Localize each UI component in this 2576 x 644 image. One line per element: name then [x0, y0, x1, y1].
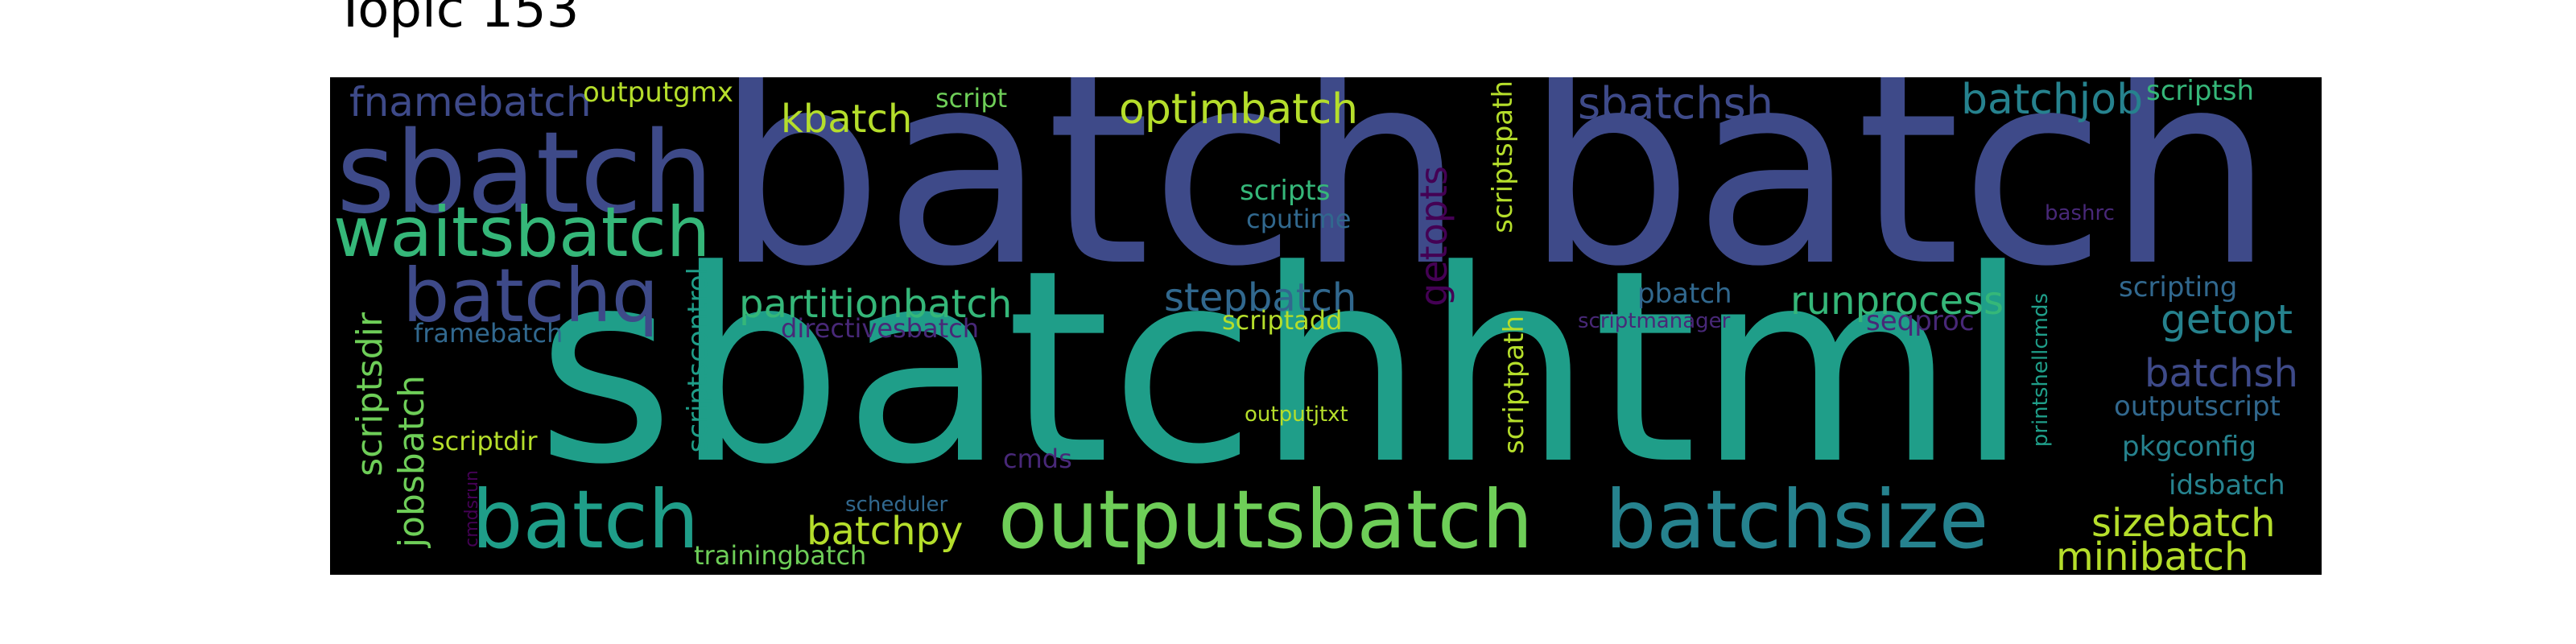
- word-cmds: cmds: [1003, 444, 1072, 474]
- word-batchq: batchq: [402, 253, 659, 339]
- word-scriptspath: scriptspath: [1487, 80, 1519, 233]
- word-cputime: cputime: [1246, 204, 1352, 234]
- word-directivesbatch: directivesbatch: [781, 313, 980, 344]
- word-printshellcmds: printshellcmds: [2029, 293, 2053, 448]
- word-outputjtxt: outputjtxt: [1245, 402, 1348, 427]
- word-scriptscontrol: scriptscontrol: [682, 267, 714, 453]
- word-outputscript: outputscript: [2114, 390, 2281, 423]
- word-batchpy: batchpy: [807, 509, 964, 554]
- word-getopt: getopt: [2161, 296, 2293, 343]
- word-stepbatch: stepbatch: [1164, 275, 1357, 320]
- word-sbatchsh: sbatchsh: [1578, 78, 1773, 129]
- word-scriptsdir: scriptsdir: [349, 312, 390, 477]
- word-bashrc: bashrc: [2045, 201, 2115, 225]
- word-batchjob: batchjob: [1961, 77, 2144, 124]
- word-idsbatch: idsbatch: [2169, 469, 2285, 502]
- word-batch-large-1: batch: [715, 77, 1465, 324]
- word-batch-large-2: batch: [1525, 77, 2275, 324]
- word-seqproc: seqproc: [1866, 305, 1975, 337]
- word-scripts: scripts: [1240, 175, 1331, 207]
- word-batchsh: batchsh: [2145, 351, 2298, 396]
- word-optimbatch: optimbatch: [1119, 85, 1359, 134]
- word-framebatch: framebatch: [414, 318, 564, 349]
- word-trainingbatch: trainingbatch: [694, 540, 867, 571]
- word-scriptadd: scriptadd: [1222, 305, 1343, 336]
- word-scriptmanager: scriptmanager: [1578, 309, 1731, 333]
- word-scriptsh: scriptsh: [2146, 77, 2255, 107]
- word-kbatch: kbatch: [781, 97, 913, 142]
- word-outputgmx: outputgmx: [583, 77, 733, 109]
- word-sbatchhtml: sbatchhtml: [536, 213, 2030, 522]
- word-scripting: scripting: [2119, 271, 2238, 303]
- topic-title: Topic 153: [335, 0, 580, 39]
- word-script: script: [935, 83, 1008, 114]
- word-scheduler: scheduler: [845, 493, 948, 517]
- word-sbatch: sbatch: [336, 108, 714, 239]
- word-fnamebatch: fnamebatch: [349, 79, 592, 126]
- word-cloud: batch batch sbatchhtml fnamebatch output…: [330, 77, 2322, 575]
- word-batchsize: batchsize: [1605, 473, 1989, 567]
- word-pbatch: pbatch: [1637, 278, 1732, 310]
- word-pkgconfig: pkgconfig: [2122, 431, 2256, 463]
- word-getopts: getopts: [1412, 166, 1455, 307]
- word-scriptpath: scriptpath: [1498, 316, 1530, 455]
- word-minibatch: minibatch: [2056, 535, 2249, 575]
- word-batch-small: batch: [472, 473, 700, 567]
- word-runprocess: runprocess: [1790, 279, 2004, 324]
- word-scriptdir: scriptdir: [431, 426, 538, 456]
- word-partitionbatch: partitionbatch: [739, 282, 1013, 327]
- word-outputsbatch: outputsbatch: [998, 473, 1534, 567]
- word-waitsbatch: waitsbatch: [333, 192, 711, 273]
- word-jobsbatch: jobsbatch: [391, 375, 432, 548]
- word-sizebatch: sizebatch: [2091, 501, 2276, 546]
